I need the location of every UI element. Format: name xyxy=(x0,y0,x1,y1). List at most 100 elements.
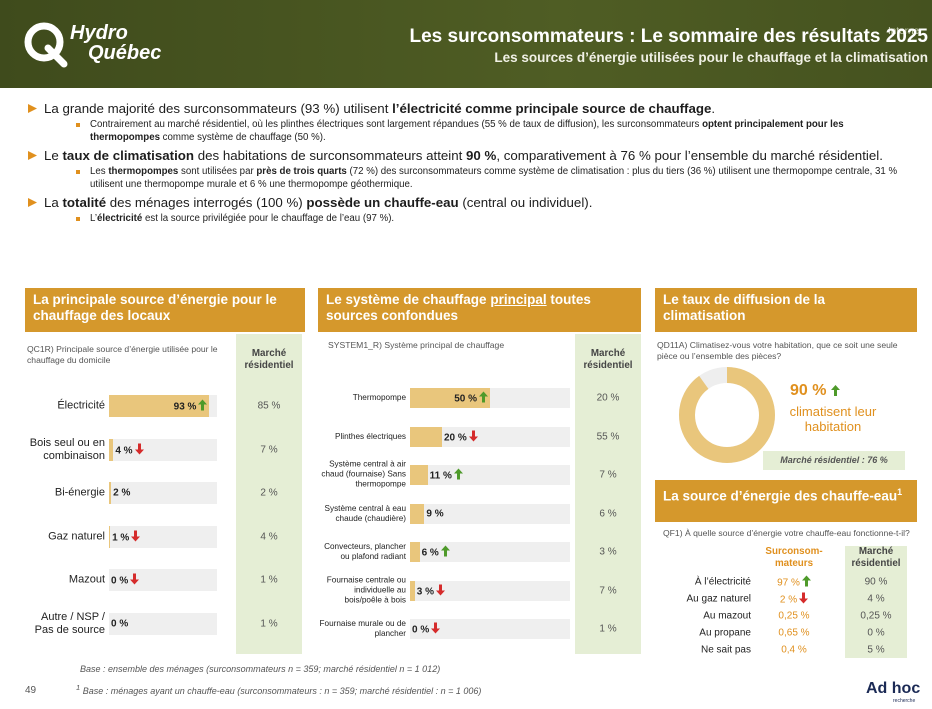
market-header: Marché résidentiel xyxy=(583,348,633,371)
logo-text: Québec xyxy=(88,42,162,64)
trend-arrow xyxy=(131,530,141,541)
bar-track xyxy=(109,438,217,461)
value-text: 20 % xyxy=(444,432,467,443)
bullet-list: La grande majorité des surconsommateurs … xyxy=(28,97,918,226)
text-run: l’électricité comme principale source de… xyxy=(392,101,712,116)
row-label: Ne sait pas xyxy=(700,644,751,656)
arrow-shape xyxy=(801,575,811,587)
donut-arc xyxy=(679,367,775,463)
page-number: 49 xyxy=(25,685,37,696)
marker-shape xyxy=(28,198,37,207)
market-value: 2 % xyxy=(260,487,278,499)
marker-shape xyxy=(76,217,80,221)
column-header: Surconsom-mateurs xyxy=(765,546,823,569)
market-value: 6 % xyxy=(599,508,617,519)
market-value: 4 % xyxy=(867,593,885,605)
bullet-marker xyxy=(76,123,80,127)
value-label: 0 % xyxy=(111,573,140,587)
value-label: 6 % xyxy=(422,545,450,559)
bullet-marker xyxy=(28,198,37,207)
value-label: 93 % xyxy=(174,399,208,413)
text-run: totalité xyxy=(62,195,107,210)
bar xyxy=(109,482,112,504)
trend-arrow xyxy=(134,443,144,454)
trend-arrow xyxy=(468,430,478,441)
market-value: 7 % xyxy=(599,469,617,481)
category-label: Système central à eau chaude (chaudière) xyxy=(324,503,406,523)
market-value: 1 % xyxy=(260,618,278,629)
value-text: 1 % xyxy=(112,532,130,543)
market-column xyxy=(575,334,641,654)
value-text: 97 % xyxy=(777,577,800,589)
bar xyxy=(410,465,428,485)
arrow-shape xyxy=(479,391,488,403)
market-value: 20 % xyxy=(596,392,620,404)
bullet-marker xyxy=(28,151,37,160)
bullet: La totalité des ménages interrogés (100 … xyxy=(28,194,918,211)
value-label: 11 % xyxy=(429,468,463,482)
row-value: 0,4 % xyxy=(759,645,829,656)
arrow-shape xyxy=(468,430,478,441)
column-header: Marché résidentiel xyxy=(851,546,901,569)
text-run: (central ou individuel). xyxy=(458,195,593,210)
bullet: L’électricité est la source privilégiée … xyxy=(28,213,918,226)
value-text: 11 % xyxy=(429,470,452,482)
category-label: Gaz naturel xyxy=(48,530,105,542)
trend-arrow xyxy=(440,545,450,557)
value-label: 3 % xyxy=(416,584,446,597)
text-run: L’ xyxy=(90,213,98,224)
marker-shape xyxy=(28,151,37,160)
category-label: Plinthes électriques xyxy=(335,431,406,441)
row-value: 97 % xyxy=(759,575,829,589)
trend-arrow xyxy=(431,622,441,634)
bar xyxy=(410,503,425,524)
note-mark: 1 xyxy=(897,487,903,497)
trend-arrow xyxy=(801,575,811,587)
bar-track xyxy=(410,542,570,562)
tag: Interne xyxy=(888,26,920,37)
category-label: Bi-énergie xyxy=(54,486,105,499)
value-text: 0,25 % xyxy=(778,610,810,622)
question: QF1) À quelle source d’énergie votre cha… xyxy=(663,528,910,538)
text-run: Le xyxy=(44,148,63,163)
text-run: comme système de chauffage (50 %). xyxy=(159,131,326,143)
panel-title: La principale source d’énergie pour le c… xyxy=(25,288,305,332)
text-run: principal xyxy=(490,292,547,307)
text-run: (72 %) des surconsommateurs comme systèm… xyxy=(90,166,898,190)
arrow-shape xyxy=(799,592,809,604)
arrow-shape xyxy=(436,584,446,595)
text-run: taux de climatisation xyxy=(62,148,195,163)
bullet-marker xyxy=(28,104,37,113)
value-label: 50 % xyxy=(454,391,488,405)
panel-title: La source d’énergie des chauffe-eau1 xyxy=(655,480,917,522)
bullet: Contrairement au marché résidentiel, où … xyxy=(28,119,918,144)
trend-arrow xyxy=(130,573,140,585)
text-run: optent principalement pour les thermopom… xyxy=(90,119,844,143)
text-run: thermopompes xyxy=(108,166,179,177)
subtitle: Les sources d’énergie utilisées pour le … xyxy=(494,50,928,65)
row-label: À l’électricité xyxy=(694,576,751,588)
market-header: Marché résidentiel xyxy=(244,348,294,371)
value-text: 0 % xyxy=(412,624,430,636)
bullet: Le taux de climatisation des habitations… xyxy=(28,147,918,164)
value-text: 3 % xyxy=(416,586,435,597)
bar-track xyxy=(109,612,217,635)
row-value: 0,65 % xyxy=(759,628,829,639)
title: Les surconsommateurs : Le sommaire des r… xyxy=(409,26,928,47)
value-text: 50 % xyxy=(454,393,477,405)
text-run: électricité xyxy=(97,213,143,224)
trend-arrow xyxy=(453,468,463,480)
category-label: Électricité xyxy=(57,399,105,412)
bar-track xyxy=(410,503,570,524)
value-label: 1 % xyxy=(112,530,141,543)
note-mark: 1 xyxy=(76,683,81,692)
bar xyxy=(410,542,420,562)
value-text: 90 % xyxy=(790,382,827,399)
arrow-shape xyxy=(453,468,463,480)
row-value: 0,25 % xyxy=(759,611,829,622)
arrow-shape xyxy=(440,545,450,557)
trend-arrow xyxy=(479,391,488,403)
footnote: 1 Base : ménages ayant un chauffe-eau (s… xyxy=(76,683,481,696)
value-text: 4 % xyxy=(115,445,133,456)
value-label: 4 % xyxy=(115,443,144,456)
